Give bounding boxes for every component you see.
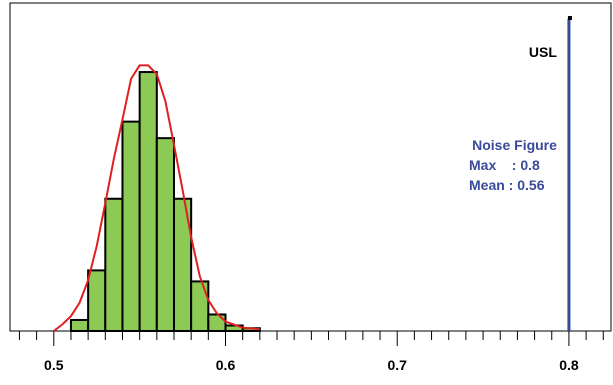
- histogram-bars: [69, 71, 261, 333]
- x-tick-label-2: 0.7: [387, 357, 407, 373]
- x-axis-tick-labels: 0.5 0.6 0.7 0.8: [44, 357, 579, 373]
- histogram-bar-3: [121, 120, 141, 332]
- histogram-bar-7: [190, 280, 210, 333]
- usl-cap-marker: [567, 16, 572, 20]
- usl-label: USL: [529, 44, 557, 60]
- histogram-bar-1: [87, 269, 107, 332]
- annotation-title: Noise Figure: [472, 137, 557, 153]
- x-tick-label-1: 0.6: [216, 357, 236, 373]
- histogram-bar-2: [104, 197, 124, 332]
- histogram-bar-0: [69, 318, 90, 332]
- plot-frame: [9, 2, 612, 332]
- x-axis-ticks: [18, 331, 604, 346]
- histogram-bar-5: [155, 137, 175, 332]
- fit-curve: [53, 64, 260, 332]
- histogram-bar-6: [172, 197, 193, 332]
- x-tick-label-3: 0.8: [559, 357, 579, 373]
- annotation-max: Max : 0.8: [469, 157, 540, 173]
- x-tick-label-0: 0.5: [44, 357, 64, 373]
- histogram-bar-8: [207, 313, 227, 332]
- annotation-mean: Mean : 0.56: [469, 177, 545, 193]
- histogram-bar-4: [138, 71, 158, 332]
